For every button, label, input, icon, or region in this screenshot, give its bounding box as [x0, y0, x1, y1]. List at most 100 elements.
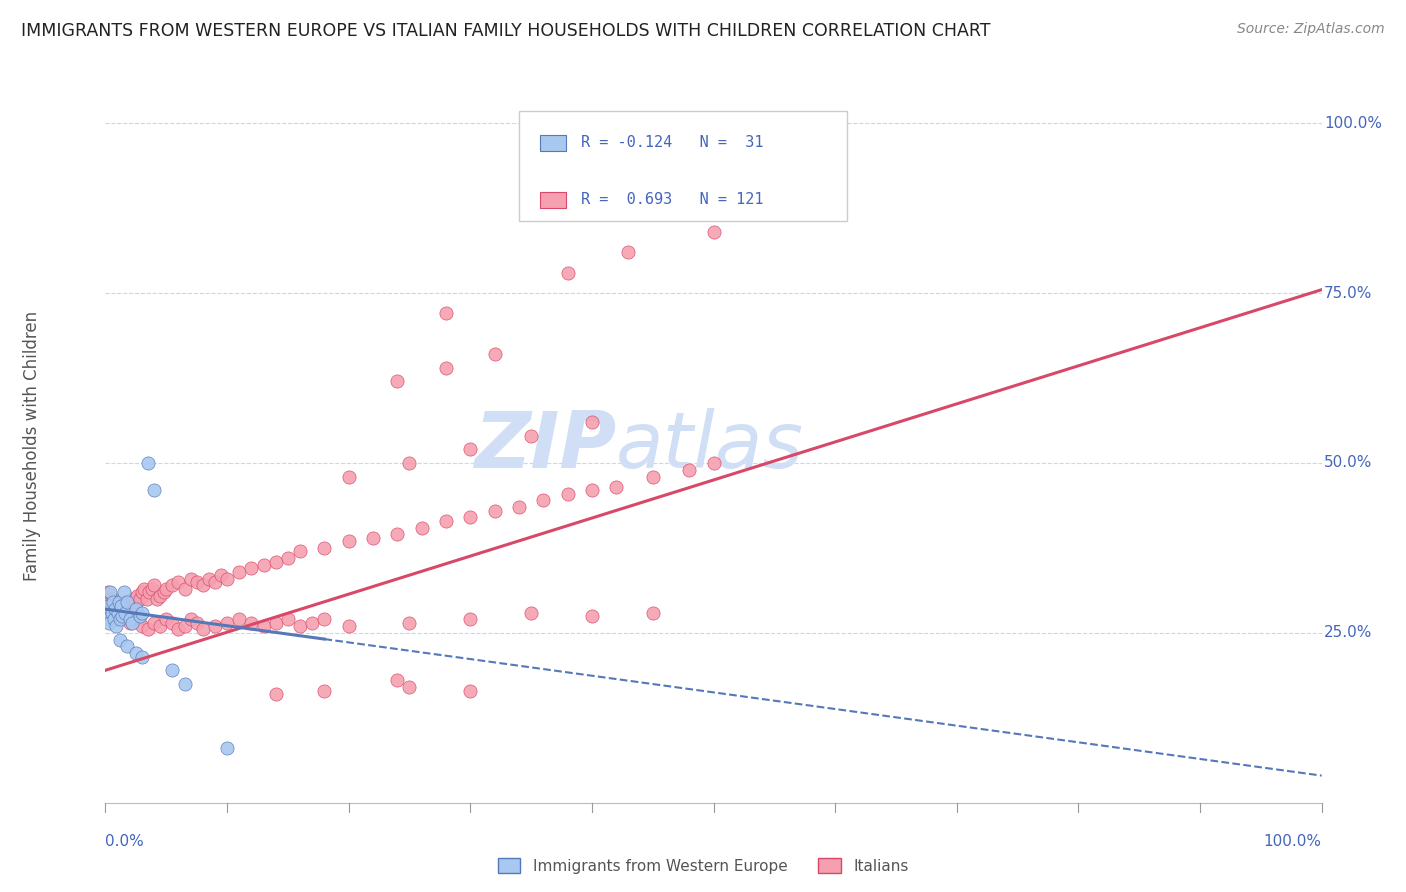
Point — [605, 480, 627, 494]
Point — [702, 225, 725, 239]
Point — [96, 612, 118, 626]
Point — [124, 595, 146, 609]
Point — [108, 632, 131, 647]
Point — [98, 591, 121, 606]
Point — [531, 493, 554, 508]
Point — [107, 606, 129, 620]
Point — [314, 541, 336, 555]
Point — [114, 606, 136, 620]
Point — [434, 514, 457, 528]
Point — [288, 619, 311, 633]
Point — [314, 612, 336, 626]
Point — [110, 599, 132, 613]
Point — [240, 561, 263, 575]
Point — [100, 599, 122, 613]
Point — [117, 595, 139, 609]
Point — [115, 599, 138, 613]
Point — [107, 606, 129, 620]
Point — [145, 591, 167, 606]
Text: 100.0%: 100.0% — [1264, 834, 1322, 849]
Point — [131, 619, 153, 633]
Point — [186, 574, 208, 589]
Point — [104, 602, 127, 616]
Point — [143, 483, 166, 498]
Point — [138, 585, 160, 599]
Point — [361, 531, 384, 545]
Point — [143, 615, 166, 630]
Point — [105, 619, 128, 633]
Point — [108, 612, 131, 626]
Point — [117, 602, 139, 616]
Point — [398, 456, 420, 470]
Point — [112, 585, 135, 599]
Point — [458, 683, 481, 698]
Point — [118, 599, 141, 613]
Point — [141, 582, 163, 596]
Point — [111, 606, 134, 620]
Point — [337, 469, 360, 483]
Point — [228, 565, 250, 579]
Point — [387, 375, 409, 389]
Point — [98, 602, 121, 616]
Point — [118, 612, 141, 626]
Point — [508, 500, 530, 515]
Point — [104, 595, 127, 609]
Point — [162, 578, 184, 592]
Point — [387, 673, 409, 688]
Point — [581, 415, 603, 429]
Point — [105, 599, 128, 613]
Text: 50.0%: 50.0% — [1324, 456, 1372, 470]
Point — [103, 612, 125, 626]
Point — [136, 623, 159, 637]
Point — [702, 456, 725, 470]
Point — [97, 585, 120, 599]
Point — [118, 615, 141, 630]
Point — [125, 646, 148, 660]
Point — [191, 578, 214, 592]
Point — [387, 527, 409, 541]
Point — [131, 606, 153, 620]
Point — [143, 578, 166, 592]
Point — [100, 606, 122, 620]
Text: atlas: atlas — [616, 408, 804, 484]
Point — [101, 591, 124, 606]
Point — [111, 608, 134, 623]
Point — [134, 582, 156, 596]
Point — [252, 558, 274, 572]
Point — [228, 612, 250, 626]
Point — [434, 360, 457, 375]
Point — [702, 204, 725, 219]
Point — [100, 608, 122, 623]
Point — [98, 595, 121, 609]
Bar — [540, 135, 567, 151]
Point — [125, 612, 148, 626]
Point — [252, 619, 274, 633]
Point — [125, 602, 148, 616]
Point — [167, 623, 190, 637]
Point — [641, 469, 664, 483]
Point — [162, 615, 184, 630]
Point — [117, 640, 139, 654]
Point — [198, 572, 221, 586]
Point — [110, 599, 132, 613]
Point — [641, 606, 664, 620]
Point — [264, 615, 287, 630]
Point — [398, 615, 420, 630]
Bar — [540, 192, 567, 208]
Point — [520, 429, 543, 443]
Point — [217, 615, 239, 630]
Text: 75.0%: 75.0% — [1324, 285, 1372, 301]
Point — [557, 266, 579, 280]
Point — [204, 574, 226, 589]
Text: 25.0%: 25.0% — [1324, 625, 1372, 640]
Point — [97, 606, 120, 620]
Point — [101, 602, 124, 616]
Point — [458, 510, 481, 524]
Point — [103, 602, 125, 616]
Point — [411, 520, 433, 534]
Point — [128, 608, 150, 623]
Point — [288, 544, 311, 558]
Text: ZIP: ZIP — [474, 408, 616, 484]
Point — [277, 551, 299, 566]
Point — [173, 677, 195, 691]
